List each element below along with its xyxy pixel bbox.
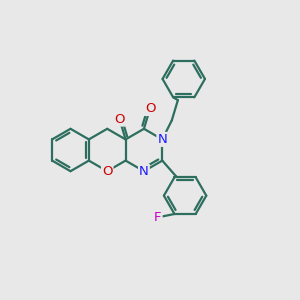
Text: O: O (114, 112, 125, 126)
Text: N: N (139, 165, 149, 178)
Text: N: N (158, 133, 167, 146)
Text: F: F (154, 211, 162, 224)
Text: O: O (102, 165, 112, 178)
Text: O: O (145, 102, 155, 115)
